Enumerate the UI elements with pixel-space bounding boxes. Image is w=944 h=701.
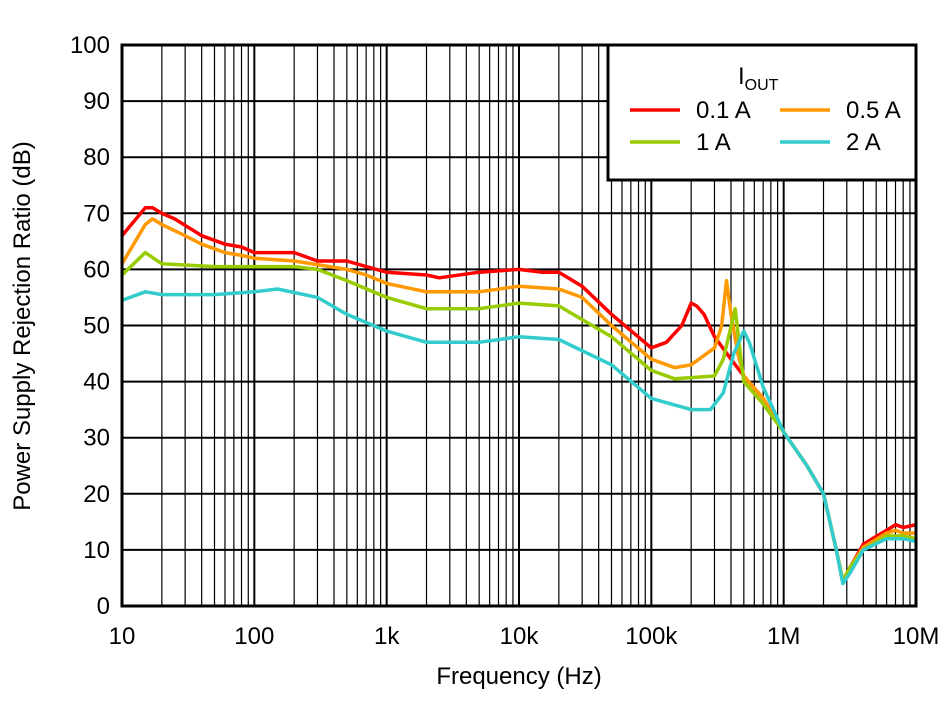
y-tick-label: 60	[83, 256, 110, 283]
x-tick-label: 1M	[767, 623, 800, 650]
x-tick-label: 10	[109, 623, 136, 650]
series-lines	[120, 205, 917, 586]
y-tick-label: 70	[83, 200, 110, 227]
legend-label: 1 A	[696, 129, 731, 156]
legend-title: IOUT	[738, 63, 779, 94]
legend-label: 0.5 A	[846, 97, 901, 124]
x-tick-label: 1k	[374, 623, 400, 650]
y-tick-label: 100	[70, 32, 110, 59]
y-tick-label: 10	[83, 537, 110, 564]
legend: IOUT 0.1 A 0.5 A 1 A 2 A	[606, 43, 918, 182]
x-tick-label: 100k	[625, 623, 678, 650]
y-tick-labels: 0 10 20 30 40 50 60 70 80 90 100	[70, 32, 110, 620]
y-tick-label: 40	[83, 369, 110, 396]
y-tick-label: 90	[83, 88, 110, 115]
legend-box	[606, 43, 918, 182]
legend-label: 0.1 A	[696, 97, 751, 124]
x-tick-labels: 10 100 1k 10k 100k 1M 10M	[109, 623, 940, 650]
y-tick-label: 80	[83, 144, 110, 171]
y-tick-label: 30	[83, 425, 110, 452]
x-axis-label: Frequency (Hz)	[436, 663, 601, 690]
x-tick-label: 10k	[500, 623, 540, 650]
y-tick-label: 20	[83, 481, 110, 508]
series-line-2-A	[121, 287, 917, 586]
x-tick-label: 100	[234, 623, 274, 650]
plot-frame	[120, 43, 918, 608]
grid	[121, 44, 916, 607]
y-axis-label: Power Supply Rejection Ratio (dB)	[9, 141, 36, 511]
y-tick-label: 50	[83, 313, 110, 340]
legend-label: 2 A	[846, 129, 881, 156]
x-tick-label: 10M	[893, 623, 940, 650]
y-tick-label: 0	[97, 593, 110, 620]
